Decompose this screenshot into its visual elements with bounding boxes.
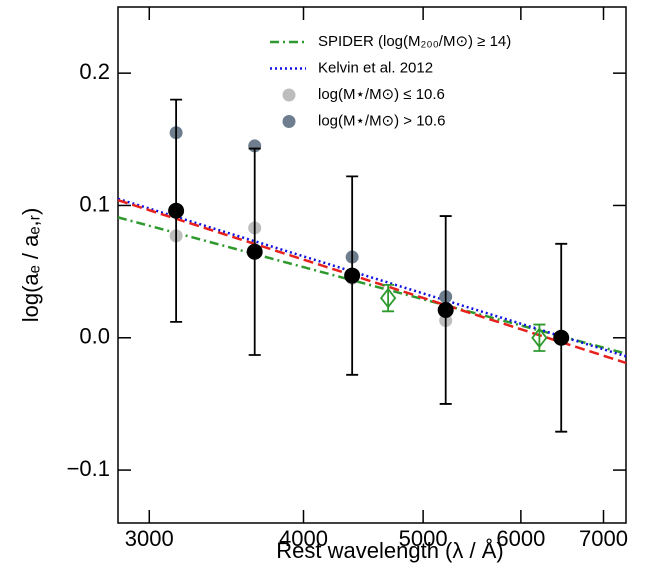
point <box>344 267 361 284</box>
legend-swatch <box>282 88 296 102</box>
error-bar <box>553 242 570 433</box>
point <box>437 301 454 318</box>
y-axis-label: log(aₑ / aₑ,ᵣ) <box>18 208 43 323</box>
point <box>553 329 570 346</box>
point <box>168 202 185 219</box>
legend-entry: log(M⋆/M⊙) ≤ 10.6 <box>282 86 445 103</box>
legend-label: Kelvin et al. 2012 <box>318 59 433 76</box>
x-tick-label: 3000 <box>125 526 174 551</box>
point <box>531 327 548 349</box>
x-tick-label: 6000 <box>496 526 545 551</box>
error-bar <box>437 215 454 405</box>
series-line <box>117 216 627 355</box>
legend-entry: Kelvin et al. 2012 <box>270 59 433 76</box>
error-bar <box>246 147 263 356</box>
y-tick-label: −0.1 <box>67 456 110 481</box>
series-line <box>117 197 627 358</box>
x-tick-label: 7000 <box>579 526 628 551</box>
legend-label: SPIDER (log(M₂₀₀/M⊙) ≥ 14) <box>318 33 511 50</box>
error-bar <box>531 323 548 352</box>
plot-area <box>117 98 627 433</box>
legend-label: log(M⋆/M⊙) ≤ 10.6 <box>318 86 445 103</box>
plot-frame <box>117 6 627 524</box>
error-bar <box>168 98 185 323</box>
y-tick-label: 0.0 <box>79 324 110 349</box>
x-tick-label: 4000 <box>279 526 328 551</box>
y-tick-label: 0.2 <box>79 59 110 84</box>
legend-label: log(M⋆/M⊙) > 10.6 <box>318 112 445 129</box>
legend-swatch <box>282 115 296 128</box>
y-tick-label: 0.1 <box>79 191 110 216</box>
series-line <box>117 198 627 365</box>
x-tick-label: 5000 <box>399 526 448 551</box>
error-bar <box>379 283 397 313</box>
x-axis-label: Rest wavelength (λ / Å) <box>276 538 503 563</box>
legend-entry: log(M⋆/M⊙) > 10.6 <box>282 112 445 129</box>
point <box>379 287 397 309</box>
legend-entry: SPIDER (log(M₂₀₀/M⊙) ≥ 14) <box>270 33 511 50</box>
error-bar <box>344 175 361 376</box>
point <box>246 243 263 260</box>
